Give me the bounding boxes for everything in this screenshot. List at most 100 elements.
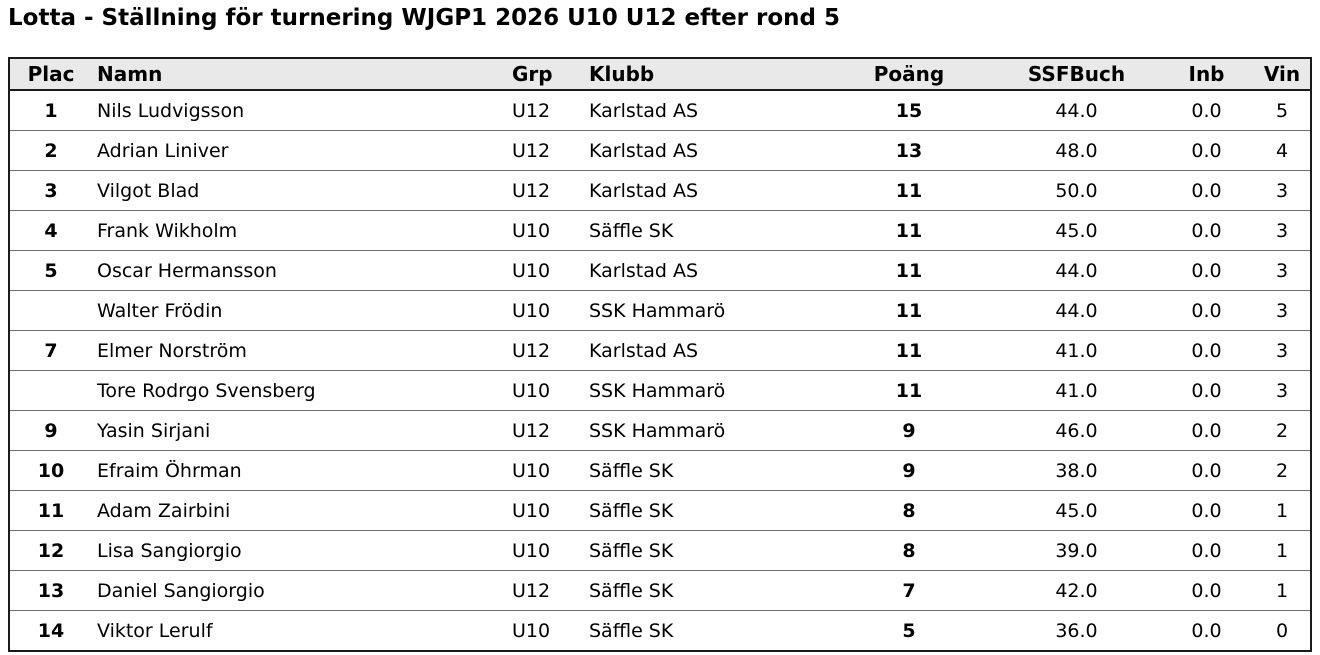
cell-ssfbuch: 41.0 (994, 330, 1159, 371)
cell-grp: U12 (507, 90, 584, 131)
cell-ssfbuch: 36.0 (1055, 619, 1098, 642)
cell-grp: U12 (507, 330, 584, 371)
cell-poang: 11 (824, 250, 994, 291)
cell-poang: 5 (902, 619, 916, 642)
cell-plac: 7 (9, 330, 92, 371)
cell-namn: Yasin Sirjani (92, 410, 507, 451)
cell-inb: 0.0 (1159, 90, 1254, 131)
cell-ssfbuch: 46.0 (994, 410, 1159, 451)
cell-vin: 1 (1254, 570, 1311, 611)
cell-plac: 2 (9, 130, 92, 171)
cell-poang: 11 (824, 290, 994, 331)
column-header-vin: Vin (1254, 58, 1311, 91)
column-header-grp: Grp (507, 58, 584, 91)
table-row: 2 Adrian Liniver U12 Karlstad AS 13 48.0 0.0 4 (9, 130, 1311, 171)
cell-plac: 5 (9, 250, 92, 291)
cell-poang: 9 (824, 410, 994, 451)
cell-ssfbuch: 38.0 (994, 450, 1159, 491)
cell-grp: U10 (507, 290, 584, 331)
cell-grp: U12 (507, 570, 584, 611)
cell-namn: Adam Zairbini (92, 490, 507, 531)
table-row: 10 Efraim Öhrman U10 Säffle SK 9 38.0 0.0 2 (9, 450, 1311, 491)
cell-ssfbuch: 44.0 (994, 250, 1159, 291)
table-row: 1 Nils Ludvigsson U12 Karlstad AS 15 44.0 0.0 5 (9, 90, 1311, 131)
table-row: 3 Vilgot Blad U12 Karlstad AS 11 50.0 0.0 3 (9, 170, 1311, 211)
cell-plac: 13 (9, 570, 92, 611)
cell-inb: 0.0 (1159, 130, 1254, 171)
cell-namn: Tore Rodrgo Svensberg (92, 370, 507, 411)
cell-klubb: Säffle SK (584, 490, 824, 531)
cell-ssfbuch: 41.0 (994, 370, 1159, 411)
column-header-namn: Namn (92, 58, 507, 91)
cell-inb: 0.0 (1191, 619, 1222, 642)
cell-grp: U10 (507, 490, 584, 531)
cell-ssfbuch: 44.0 (994, 90, 1159, 131)
cell-klubb: SSK Hammarö (584, 370, 824, 411)
cell-ssfbuch: 45.0 (994, 490, 1159, 531)
cell-inb: 0.0 (1159, 370, 1254, 411)
cell-klubb: Säffle SK (584, 210, 824, 251)
table-row: Tore Rodrgo Svensberg U10 SSK Hammarö 11 41.… (9, 370, 1311, 411)
cell-grp: U10 (507, 450, 584, 491)
cell-klubb: Karlstad AS (584, 130, 824, 171)
cell-vin: 2 (1254, 450, 1311, 491)
cell-plac: 1 (9, 90, 92, 131)
cell-vin: 4 (1254, 130, 1311, 171)
cell-plac: 10 (9, 450, 92, 491)
cell-ssfbuch: 39.0 (994, 530, 1159, 571)
table-row: 14 Viktor Lerulf U10 Säffle SK 5 36.0 0.0 0 (9, 611, 1311, 652)
cell-vin: 3 (1254, 290, 1311, 331)
cell-inb: 0.0 (1159, 210, 1254, 251)
cell-poang: 8 (824, 530, 994, 571)
table-row: Walter Frödin U10 SSK Hammarö 11 44.0 0.0 3 (9, 290, 1311, 331)
cell-klubb: Karlstad AS (584, 250, 824, 291)
cell-poang: 7 (824, 570, 994, 611)
cell-namn: Elmer Norström (92, 330, 507, 371)
cell-inb: 0.0 (1159, 330, 1254, 371)
cell-klubb: Karlstad AS (584, 170, 824, 211)
table-body: 1 Nils Ludvigsson U12 Karlstad AS 15 44.0 0.0 5… (9, 90, 1311, 651)
cell-plac: 12 (9, 530, 92, 571)
cell-plac: 4 (9, 210, 92, 251)
column-header-ssfbuch: SSFBuch (994, 58, 1159, 91)
cell-plac: 11 (9, 490, 92, 531)
cell-vin: 1 (1254, 530, 1311, 571)
cell-namn: Efraim Öhrman (92, 450, 507, 491)
cell-namn: Nils Ludvigsson (92, 90, 507, 131)
cell-vin: 3 (1254, 250, 1311, 291)
cell-namn: Frank Wikholm (92, 210, 507, 251)
cell-namn: Daniel Sangiorgio (92, 570, 507, 611)
column-header-klubb: Klubb (584, 58, 824, 91)
cell-poang: 13 (824, 130, 994, 171)
cell-ssfbuch: 45.0 (994, 210, 1159, 251)
cell-klubb: Säffle SK (584, 570, 824, 611)
table-header-row: Plac Namn Grp Klubb Poäng SSFBuch Inb Vin (9, 58, 1311, 91)
cell-inb: 0.0 (1159, 570, 1254, 611)
cell-vin: 5 (1254, 90, 1311, 131)
cell-grp: U10 (507, 530, 584, 571)
cell-grp: U12 (507, 130, 584, 171)
cell-grp: U10 (507, 250, 584, 291)
cell-klubb: Säffle SK (584, 450, 824, 491)
cell-grp: U10 (507, 370, 584, 411)
cell-plac: 14 (37, 619, 65, 642)
cell-inb: 0.0 (1159, 410, 1254, 451)
cell-namn: Walter Frödin (92, 290, 507, 331)
cell-plac (9, 290, 92, 331)
cell-namn: Oscar Hermansson (92, 250, 507, 291)
cell-vin: 3 (1254, 370, 1311, 411)
cell-namn: Adrian Liniver (92, 130, 507, 171)
cell-grp: U10 (507, 210, 584, 251)
cell-ssfbuch: 42.0 (994, 570, 1159, 611)
cell-poang: 11 (824, 370, 994, 411)
cell-namn: Viktor Lerulf (97, 619, 213, 642)
cell-klubb: SSK Hammarö (584, 290, 824, 331)
cell-vin: 3 (1254, 210, 1311, 251)
cell-inb: 0.0 (1159, 490, 1254, 531)
page-title: Lotta - Ställning för turnering WJGP1 20… (8, 5, 841, 31)
cell-plac: 9 (9, 410, 92, 451)
cell-poang: 9 (824, 450, 994, 491)
cell-grp: U12 (507, 170, 584, 211)
cell-inb: 0.0 (1159, 450, 1254, 491)
cell-inb: 0.0 (1159, 170, 1254, 211)
